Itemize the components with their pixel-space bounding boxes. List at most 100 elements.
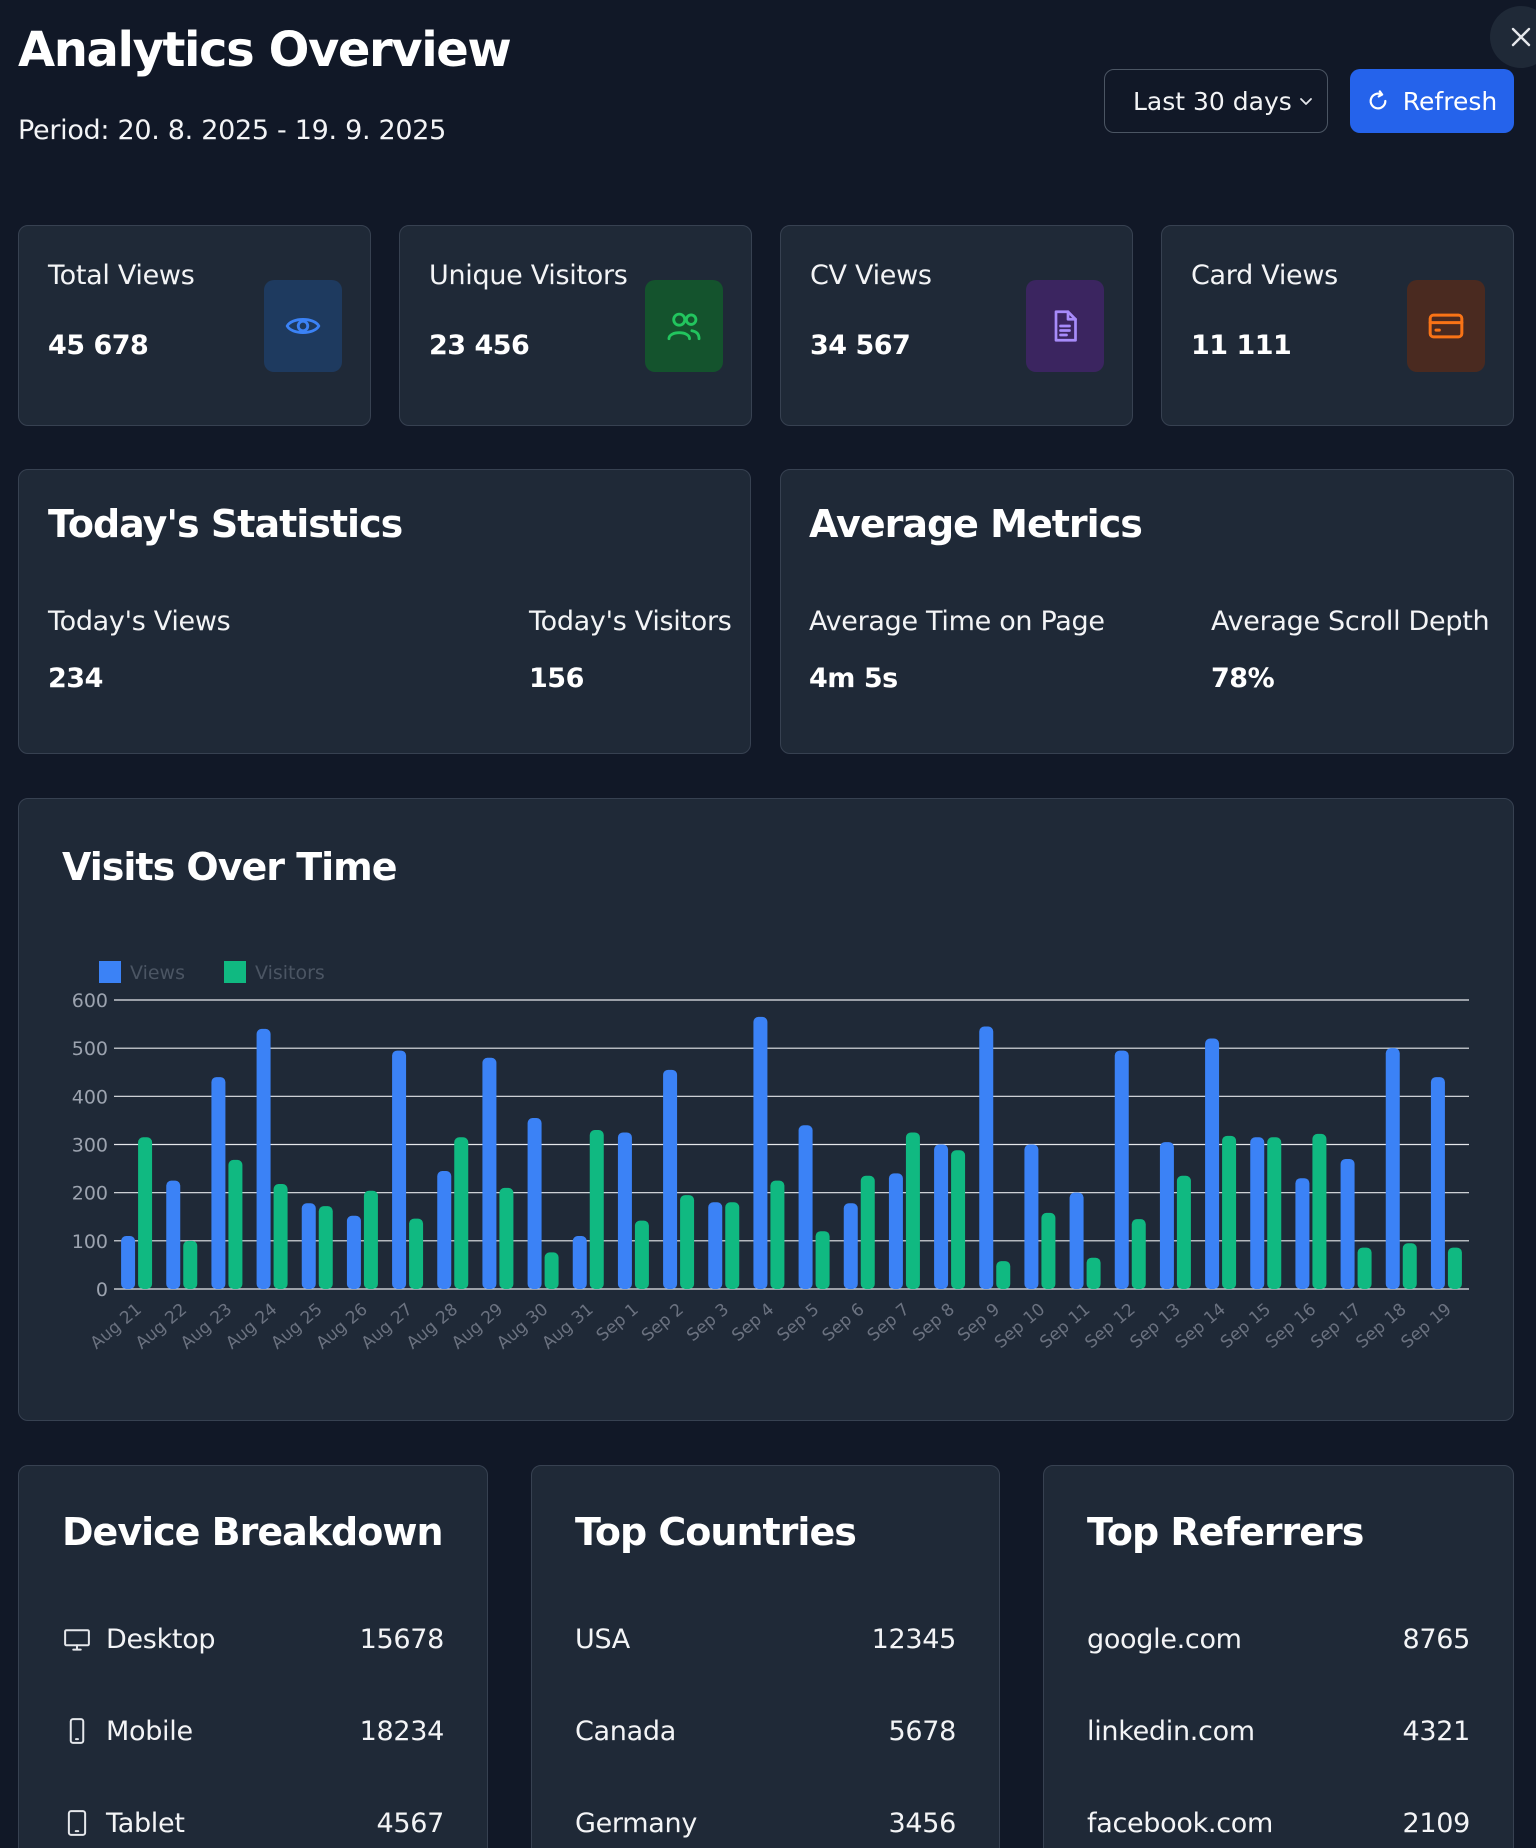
bar-visitors [1267, 1137, 1282, 1289]
referrer-label: google.com [1087, 1623, 1242, 1655]
date-range-select[interactable]: Last 30 days [1104, 69, 1328, 133]
todays-views-label: Today's Views [48, 606, 231, 637]
y-tick-label: 200 [72, 1183, 108, 1205]
bar-visitors [815, 1231, 830, 1289]
todays-visitors-value: 156 [529, 663, 584, 694]
average-metrics-panel: Average Metrics Average Time on Page 4m … [780, 469, 1514, 754]
avg-time-value: 4m 5s [809, 663, 898, 694]
period-text: Period: 20. 8. 2025 - 19. 9. 2025 [18, 115, 447, 146]
bar-visitors [228, 1159, 243, 1289]
x-tick-label: Sep 13 [1127, 1300, 1185, 1353]
stat-card-unique-visitors: Unique Visitors 23 456 [399, 225, 752, 426]
y-tick-label: 0 [96, 1279, 108, 1301]
device-value: 4567 [376, 1807, 444, 1839]
device-value: 18234 [359, 1715, 445, 1747]
stat-card-card-views: Card Views 11 111 [1161, 225, 1514, 426]
x-tick-label: Sep 3 [683, 1300, 733, 1346]
bar-visitors [589, 1130, 604, 1289]
bar-visitors [1131, 1219, 1146, 1289]
x-tick-label: Sep 1 [593, 1300, 643, 1346]
top-referrers-panel: Top Referrers google.com 8765 linkedin.c… [1043, 1465, 1514, 1848]
panel-title: Average Metrics [809, 502, 1143, 546]
bar-views [708, 1202, 723, 1289]
country-value: 3456 [888, 1807, 956, 1839]
bar-visitors [680, 1195, 695, 1289]
list-item: Mobile 18234 [62, 1706, 444, 1756]
bar-visitors [544, 1252, 559, 1289]
refresh-button[interactable]: Refresh [1350, 69, 1514, 133]
x-tick-label: Sep 10 [991, 1300, 1049, 1353]
bar-visitors [499, 1187, 514, 1289]
bar-visitors [1312, 1133, 1327, 1289]
country-label: Germany [575, 1807, 697, 1839]
bar-views [1159, 1142, 1174, 1289]
bar-visitors [409, 1218, 424, 1289]
desktop-icon [62, 1622, 92, 1656]
bar-visitors [183, 1240, 198, 1289]
bar-views [437, 1170, 452, 1289]
x-tick-label: Sep 2 [638, 1300, 688, 1346]
avg-scroll-value: 78% [1211, 663, 1275, 694]
bar-views [301, 1203, 316, 1289]
list-item: Germany 3456 [575, 1798, 956, 1848]
bar-views [482, 1057, 497, 1289]
x-tick-label: Sep 4 [728, 1300, 778, 1346]
bar-visitors [1402, 1243, 1417, 1289]
mobile-icon [62, 1714, 92, 1748]
bar-views [934, 1144, 949, 1289]
legend-label: Views [130, 962, 185, 984]
bar-views [346, 1215, 361, 1289]
stat-value: 34 567 [810, 330, 911, 361]
list-item: Tablet 4567 [62, 1798, 444, 1848]
stat-label: CV Views [810, 260, 932, 291]
bar-views [121, 1236, 136, 1289]
panel-title: Top Countries [575, 1510, 857, 1554]
refresh-icon [1369, 90, 1387, 110]
bar-visitors [860, 1175, 875, 1289]
bar-views [663, 1069, 678, 1289]
list-item: facebook.com 2109 [1087, 1798, 1470, 1848]
stat-label: Card Views [1191, 260, 1338, 291]
referrer-value: 8765 [1402, 1623, 1470, 1655]
date-range-value: Last 30 days [1133, 86, 1292, 116]
bar-views [1069, 1192, 1084, 1289]
bar-views [166, 1180, 181, 1289]
device-label: Tablet [106, 1807, 185, 1839]
x-tick-label: Sep 18 [1352, 1300, 1410, 1353]
stat-card-cv-views: CV Views 34 567 [780, 225, 1133, 426]
referrer-value: 4321 [1402, 1715, 1470, 1747]
x-tick-label: Sep 17 [1307, 1300, 1365, 1353]
y-tick-label: 500 [72, 1038, 108, 1060]
todays-views-value: 234 [48, 663, 103, 694]
todays-visitors-label: Today's Visitors [529, 606, 732, 637]
bar-visitors [1176, 1175, 1191, 1289]
bar-visitors [273, 1183, 288, 1289]
panel-title: Today's Statistics [48, 502, 403, 546]
bar-views [888, 1173, 903, 1289]
tablet-icon [62, 1806, 92, 1840]
bar-views [572, 1236, 587, 1289]
stat-label: Total Views [48, 260, 195, 291]
bar-views [1340, 1158, 1355, 1289]
close-button[interactable] [1490, 6, 1536, 68]
todays-statistics-panel: Today's Statistics Today's Views 234 Tod… [18, 469, 751, 754]
panel-title: Top Referrers [1087, 1510, 1364, 1554]
bar-views [211, 1077, 226, 1289]
device-label: Desktop [106, 1623, 216, 1655]
bar-views [392, 1050, 407, 1289]
stat-card-total-views: Total Views 45 678 [18, 225, 371, 426]
country-label: USA [575, 1623, 630, 1655]
x-tick-label: Aug 31 [538, 1300, 597, 1354]
x-tick-label: Sep 6 [819, 1300, 869, 1346]
bar-views [1430, 1077, 1445, 1289]
bar-visitors [634, 1220, 649, 1289]
credit-card-icon [1407, 280, 1485, 372]
y-tick-label: 400 [72, 1086, 108, 1108]
referrer-label: linkedin.com [1087, 1715, 1255, 1747]
x-tick-label: Sep 12 [1081, 1300, 1139, 1353]
bar-visitors [138, 1137, 153, 1289]
y-tick-label: 600 [72, 990, 108, 1012]
chevron-down-icon [1300, 98, 1312, 105]
bar-views [1295, 1178, 1310, 1289]
